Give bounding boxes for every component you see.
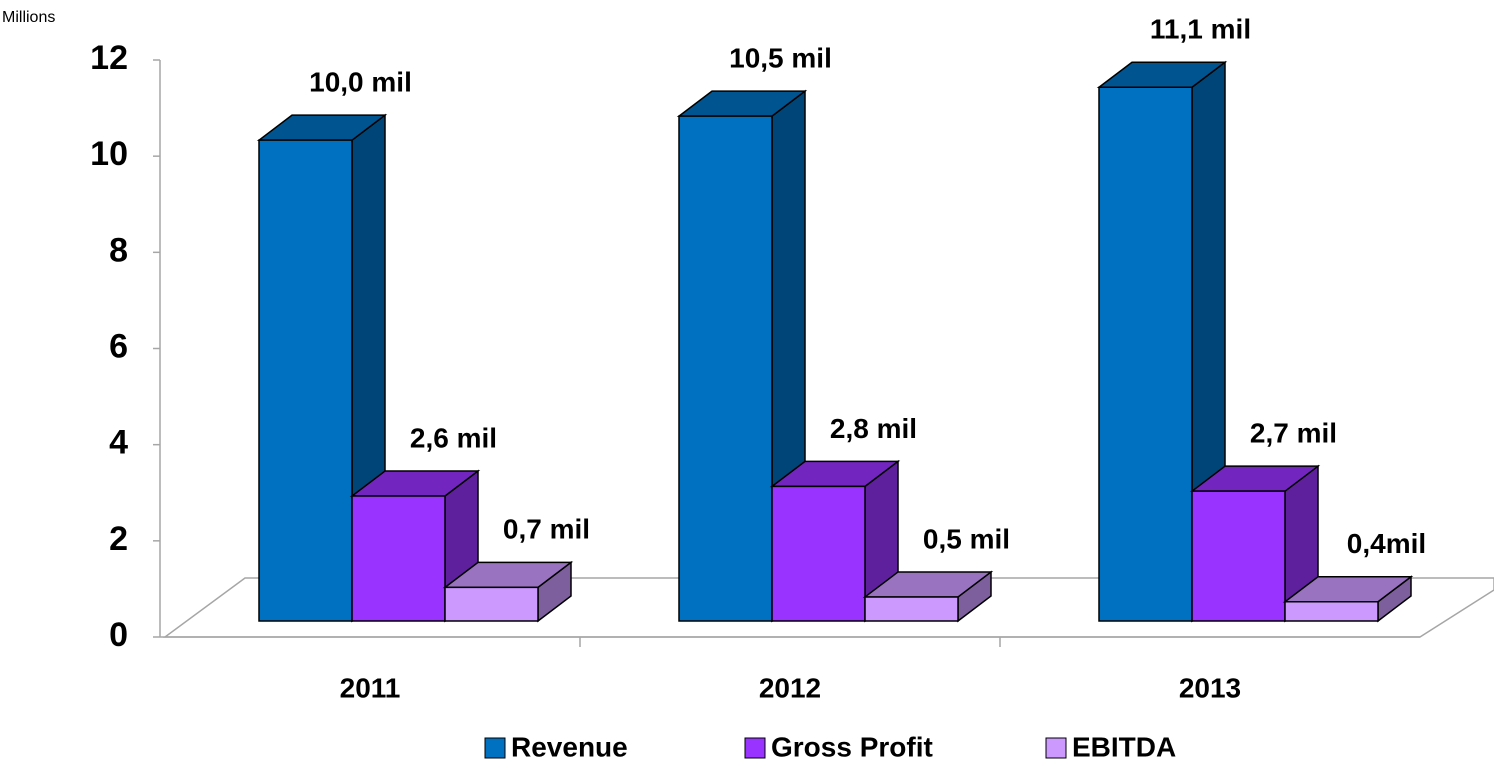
value-label: 2,8 mil (830, 413, 917, 444)
value-label: 0,7 mil (503, 514, 590, 545)
bar-front (1284, 601, 1379, 622)
y-tick-label: 10 (90, 135, 128, 173)
x-tick-label: 2013 (1179, 672, 1241, 703)
bar-front (351, 495, 446, 622)
value-label: 10,5 mil (729, 43, 832, 74)
bar (862, 570, 994, 623)
y-tick-label: 8 (109, 231, 128, 269)
y-tick-label: 2 (109, 520, 128, 558)
unit-label: Millions (2, 9, 55, 26)
legend-label: Gross Profit (771, 731, 933, 762)
value-label: 2,7 mil (1250, 418, 1337, 449)
legend-swatch (1045, 737, 1067, 759)
x-tick-label: 2011 (340, 672, 401, 703)
legend-swatch (744, 737, 766, 759)
bar (442, 560, 574, 623)
legend-label: Revenue (511, 731, 628, 762)
bar-front (864, 596, 959, 622)
value-label: 10,0 mil (309, 67, 412, 98)
bar (1282, 575, 1414, 623)
bar-front (258, 139, 353, 622)
bar-front (444, 586, 539, 622)
bar-front (678, 115, 773, 622)
value-label: 0,4mil (1347, 528, 1426, 559)
bar-front (1191, 490, 1286, 622)
y-tick-label: 4 (109, 424, 128, 462)
legend-label: EBITDA (1072, 731, 1176, 762)
y-tick-label: 6 (109, 327, 128, 365)
bar-front (771, 485, 866, 622)
value-label: 11,1 mil (1150, 14, 1251, 45)
y-tick-label: 12 (90, 39, 128, 77)
value-label: 2,6 mil (410, 422, 497, 453)
value-label: 0,5 mil (923, 523, 1010, 554)
legend-swatch (484, 737, 506, 759)
bar-front (1098, 86, 1193, 622)
x-tick-label: 2012 (759, 672, 821, 703)
y-tick-label: 0 (109, 616, 128, 654)
